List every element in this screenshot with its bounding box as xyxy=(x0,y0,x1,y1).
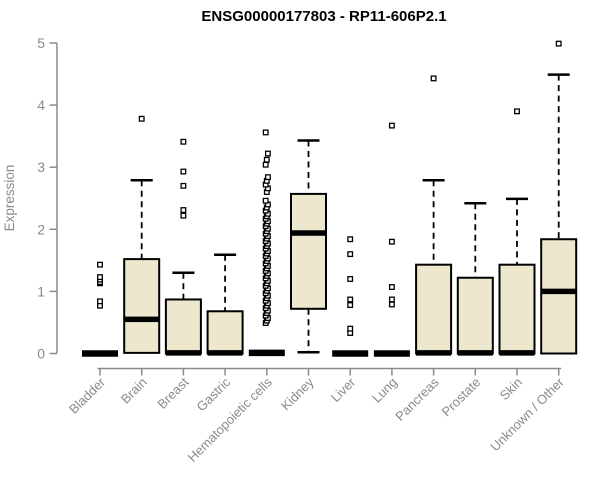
median-line xyxy=(124,316,160,323)
median-line xyxy=(165,350,201,356)
x-tick-label-brain: Brain xyxy=(118,375,150,407)
outlier-point xyxy=(388,296,395,303)
x-tick-label-bladder: Bladder xyxy=(66,374,109,417)
median-line xyxy=(541,288,577,295)
outlier-point xyxy=(180,168,187,175)
outlier-point xyxy=(262,197,269,204)
x-tick-label-unknown-other: Unknown / Other xyxy=(487,374,567,454)
x-tick-label-kidney: Kidney xyxy=(278,374,317,413)
outlier-point xyxy=(388,122,395,129)
outlier-point xyxy=(138,115,145,122)
outlier-point xyxy=(262,161,269,168)
median-line xyxy=(457,350,493,356)
box-pancreas xyxy=(415,75,453,356)
outlier-point xyxy=(180,182,187,189)
outlier-point xyxy=(514,108,520,115)
box-bladder xyxy=(82,261,118,357)
box-breast xyxy=(164,138,202,356)
y-axis-title: Expression xyxy=(2,165,17,232)
y-tick-label: 1 xyxy=(37,283,45,299)
iqr-box xyxy=(415,263,453,355)
x-tick-label-pancreas: Pancreas xyxy=(392,374,442,424)
outlier-point xyxy=(555,40,562,47)
outlier-point xyxy=(97,261,103,268)
box-prostate xyxy=(456,201,494,356)
chart-title: ENSG00000177803 - RP11-606P2.1 xyxy=(201,8,446,25)
outlier-point xyxy=(262,129,269,136)
collapsed-median-bar xyxy=(248,349,285,357)
box-gastric xyxy=(206,253,244,356)
y-tick-label: 5 xyxy=(37,35,45,51)
outlier-point xyxy=(347,236,354,243)
x-tick-label-prostate: Prostate xyxy=(439,375,484,420)
median-line xyxy=(291,230,326,236)
x-tick-label-skin: Skin xyxy=(497,375,525,403)
collapsed-median-bar xyxy=(82,350,118,357)
outlier-point xyxy=(388,284,395,291)
x-tick-label-lung: Lung xyxy=(369,375,400,406)
median-line xyxy=(207,350,243,356)
collapsed-median-bar xyxy=(332,350,369,357)
iqr-box xyxy=(206,310,244,355)
box-unknown-other xyxy=(540,40,578,355)
x-tick-label-liver: Liver xyxy=(328,374,359,405)
box-skin xyxy=(498,108,536,356)
collapsed-median-bar xyxy=(373,350,410,357)
outlier-point xyxy=(347,251,354,258)
outlier-point xyxy=(347,276,354,282)
y-tick-label: 2 xyxy=(37,221,45,237)
iqr-box xyxy=(540,238,578,355)
outlier-point xyxy=(97,274,103,281)
outlier-point xyxy=(264,150,271,157)
iqr-box xyxy=(498,263,536,355)
outlier-point xyxy=(347,325,354,332)
median-line xyxy=(416,350,452,356)
y-tick-label: 0 xyxy=(37,346,45,362)
outlier-point xyxy=(388,301,395,308)
iqr-box xyxy=(290,192,327,310)
outlier-point xyxy=(97,298,103,305)
median-line xyxy=(499,350,535,356)
iqr-box xyxy=(164,298,202,355)
iqr-box xyxy=(456,276,494,355)
outlier-point xyxy=(347,296,354,303)
outlier-point xyxy=(264,174,271,181)
y-tick-label: 4 xyxy=(37,97,45,113)
y-tick-label: 3 xyxy=(37,159,45,175)
outlier-point xyxy=(180,207,187,213)
outlier-point xyxy=(347,302,354,309)
outlier-point xyxy=(388,238,395,245)
outlier-point xyxy=(180,212,187,219)
box-lung xyxy=(373,122,410,357)
box-liver xyxy=(332,236,369,357)
x-tick-label-gastric: Gastric xyxy=(194,374,234,414)
iqr-box xyxy=(123,258,161,354)
box-brain xyxy=(123,115,161,354)
x-tick-label-breast: Breast xyxy=(154,374,191,411)
box-kidney xyxy=(290,139,327,354)
box-hematopoietic-cells xyxy=(248,129,285,357)
outlier-point xyxy=(180,138,187,145)
outlier-point xyxy=(430,75,437,82)
outlier-point xyxy=(263,156,270,163)
